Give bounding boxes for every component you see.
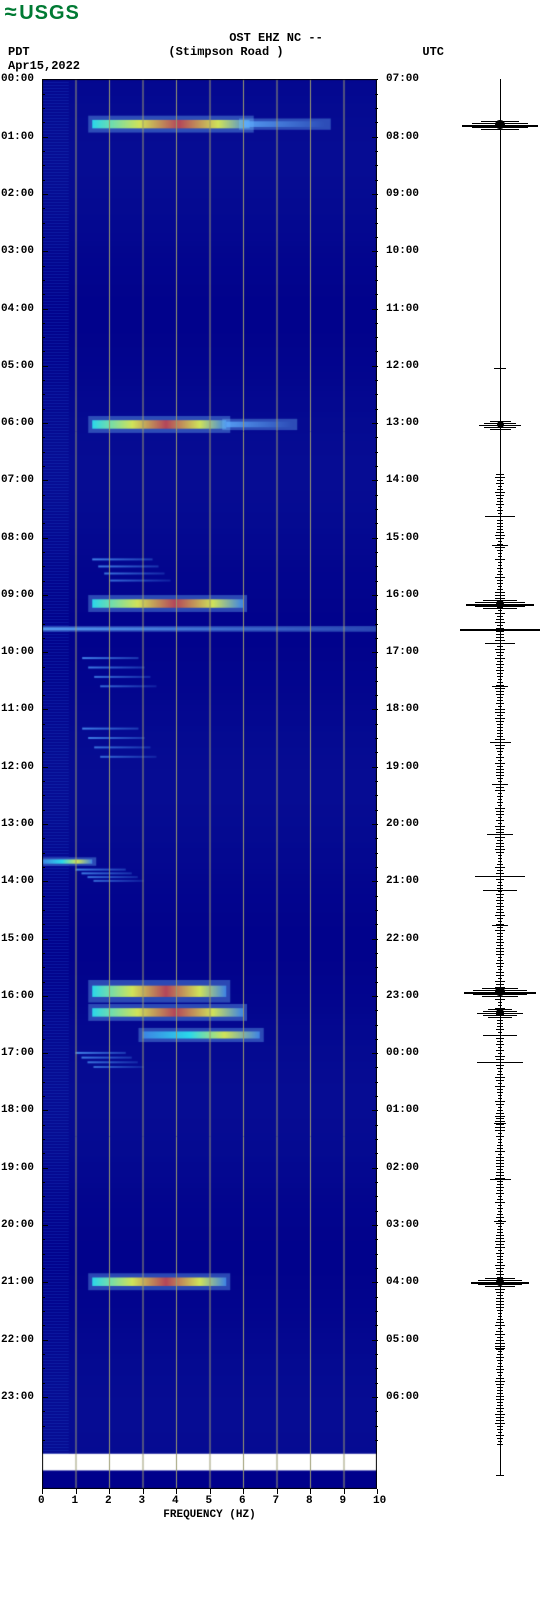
plot-area: 00:00 01:00 02:00 03:00 04:00 05:00 06:00 07:00… xyxy=(0,79,552,1539)
left-hour-label: 20:00 xyxy=(1,1219,34,1231)
left-hour-label: 05:00 xyxy=(1,360,34,372)
left-tz-label: PDT xyxy=(8,45,30,59)
usgs-logo: ≈ USGS xyxy=(0,0,552,27)
right-hour-label: 07:00 xyxy=(386,73,419,85)
right-hour-label: 00:00 xyxy=(386,1047,419,1059)
left-hour-label: 01:00 xyxy=(1,131,34,143)
left-hour-label: 04:00 xyxy=(1,303,34,315)
right-hour-label: 22:00 xyxy=(386,933,419,945)
right-axis: 07:0008:0009:0010:0011:0012:0013:0014:00… xyxy=(378,79,438,1489)
x-tick-label: 9 xyxy=(340,1495,347,1507)
right-hour-label: 09:00 xyxy=(386,188,419,200)
right-hour-label: 02:00 xyxy=(386,1162,419,1174)
spectrogram xyxy=(42,79,377,1489)
right-hour-label: 18:00 xyxy=(386,703,419,715)
seismogram-trace xyxy=(455,79,545,1489)
x-tick-label: 4 xyxy=(172,1495,179,1507)
x-tick-label: 2 xyxy=(105,1495,112,1507)
right-hour-label: 03:00 xyxy=(386,1219,419,1231)
left-hour-label: 03:00 xyxy=(1,245,34,257)
x-tick-label: 3 xyxy=(139,1495,146,1507)
right-hour-label: 11:00 xyxy=(386,303,419,315)
left-hour-label: 18:00 xyxy=(1,1104,34,1116)
right-hour-label: 08:00 xyxy=(386,131,419,143)
x-tick-label: 6 xyxy=(239,1495,246,1507)
left-hour-label: 07:00 xyxy=(1,474,34,486)
left-hour-label: 15:00 xyxy=(1,933,34,945)
header-row: PDT Apr15,2022 (Stimpson Road ) UTC xyxy=(0,45,552,73)
left-axis: 00:0001:0002:0003:0004:0005:0006:0007:00… xyxy=(0,79,42,1489)
left-hour-label: 11:00 xyxy=(1,703,34,715)
right-hour-label: 19:00 xyxy=(386,761,419,773)
station-line-2: (Stimpson Road ) xyxy=(128,45,324,73)
left-hour-label: 19:00 xyxy=(1,1162,34,1174)
right-hour-label: 23:00 xyxy=(386,990,419,1002)
x-axis: 012345678910 xyxy=(42,1489,377,1509)
logo-text: USGS xyxy=(19,2,80,25)
x-tick-label: 10 xyxy=(373,1495,386,1507)
x-tick-label: 0 xyxy=(38,1495,45,1507)
logo-wave-icon: ≈ xyxy=(4,3,17,25)
right-hour-label: 10:00 xyxy=(386,245,419,257)
x-axis-label: FREQUENCY (HZ) xyxy=(42,1509,377,1521)
left-hour-label: 23:00 xyxy=(1,1391,34,1403)
left-hour-label: 08:00 xyxy=(1,532,34,544)
left-hour-label: 06:00 xyxy=(1,417,34,429)
right-hour-label: 06:00 xyxy=(386,1391,419,1403)
left-hour-label: 09:00 xyxy=(1,589,34,601)
right-hour-label: 16:00 xyxy=(386,589,419,601)
right-hour-label: 15:00 xyxy=(386,532,419,544)
station-line-1: OST EHZ NC -- xyxy=(0,31,552,45)
right-hour-label: 14:00 xyxy=(386,474,419,486)
left-hour-label: 21:00 xyxy=(1,1276,34,1288)
left-hour-label: 16:00 xyxy=(1,990,34,1002)
right-hour-label: 20:00 xyxy=(386,818,419,830)
left-hour-label: 22:00 xyxy=(1,1334,34,1346)
x-tick-label: 8 xyxy=(306,1495,313,1507)
left-hour-label: 13:00 xyxy=(1,818,34,830)
left-hour-label: 10:00 xyxy=(1,646,34,658)
right-hour-label: 13:00 xyxy=(386,417,419,429)
right-hour-label: 12:00 xyxy=(386,360,419,372)
chart-title: OST EHZ NC -- xyxy=(0,31,552,45)
right-hour-label: 05:00 xyxy=(386,1334,419,1346)
x-tick-label: 5 xyxy=(206,1495,213,1507)
left-hour-label: 02:00 xyxy=(1,188,34,200)
right-hour-label: 01:00 xyxy=(386,1104,419,1116)
date-label: Apr15,2022 xyxy=(8,59,80,73)
left-hour-label: 14:00 xyxy=(1,875,34,887)
x-tick-label: 7 xyxy=(273,1495,280,1507)
right-hour-label: 17:00 xyxy=(386,646,419,658)
left-hour-label: 17:00 xyxy=(1,1047,34,1059)
left-hour-label: 00:00 xyxy=(1,73,34,85)
left-hour-label: 12:00 xyxy=(1,761,34,773)
right-hour-label: 21:00 xyxy=(386,875,419,887)
right-hour-label: 04:00 xyxy=(386,1276,419,1288)
right-tz-label: UTC xyxy=(324,45,544,73)
x-tick-label: 1 xyxy=(72,1495,79,1507)
